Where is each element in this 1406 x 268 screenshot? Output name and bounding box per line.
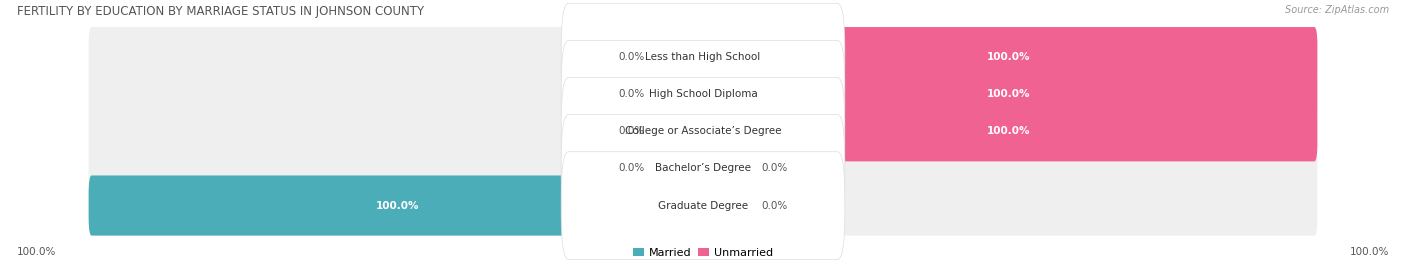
Text: Bachelor’s Degree: Bachelor’s Degree [655,163,751,173]
FancyBboxPatch shape [651,64,706,124]
FancyBboxPatch shape [89,101,1317,161]
Text: 0.0%: 0.0% [761,200,787,211]
Text: Less than High School: Less than High School [645,52,761,62]
Text: 100.0%: 100.0% [987,52,1031,62]
FancyBboxPatch shape [561,40,845,148]
FancyBboxPatch shape [700,27,1317,87]
FancyBboxPatch shape [651,101,706,161]
Text: College or Associate’s Degree: College or Associate’s Degree [624,126,782,136]
FancyBboxPatch shape [89,138,1317,199]
FancyBboxPatch shape [651,27,706,87]
FancyBboxPatch shape [700,176,755,236]
Text: High School Diploma: High School Diploma [648,89,758,99]
FancyBboxPatch shape [651,138,706,199]
Text: FERTILITY BY EDUCATION BY MARRIAGE STATUS IN JOHNSON COUNTY: FERTILITY BY EDUCATION BY MARRIAGE STATU… [17,5,425,18]
Text: 0.0%: 0.0% [619,163,645,173]
Text: 100.0%: 100.0% [1350,247,1389,257]
FancyBboxPatch shape [89,176,706,236]
FancyBboxPatch shape [89,176,1317,236]
Text: 100.0%: 100.0% [987,89,1031,99]
Text: 0.0%: 0.0% [619,52,645,62]
FancyBboxPatch shape [700,64,1317,124]
Text: 0.0%: 0.0% [761,163,787,173]
FancyBboxPatch shape [89,64,1317,124]
FancyBboxPatch shape [561,77,845,185]
Text: 100.0%: 100.0% [987,126,1031,136]
Text: Source: ZipAtlas.com: Source: ZipAtlas.com [1285,5,1389,15]
Text: 0.0%: 0.0% [619,89,645,99]
FancyBboxPatch shape [700,101,1317,161]
Text: 100.0%: 100.0% [375,200,419,211]
FancyBboxPatch shape [89,27,1317,87]
Text: 0.0%: 0.0% [619,126,645,136]
Text: Graduate Degree: Graduate Degree [658,200,748,211]
FancyBboxPatch shape [561,152,845,259]
Legend: Married, Unmarried: Married, Unmarried [628,243,778,262]
FancyBboxPatch shape [561,115,845,222]
FancyBboxPatch shape [561,3,845,111]
FancyBboxPatch shape [700,138,755,199]
Text: 100.0%: 100.0% [17,247,56,257]
